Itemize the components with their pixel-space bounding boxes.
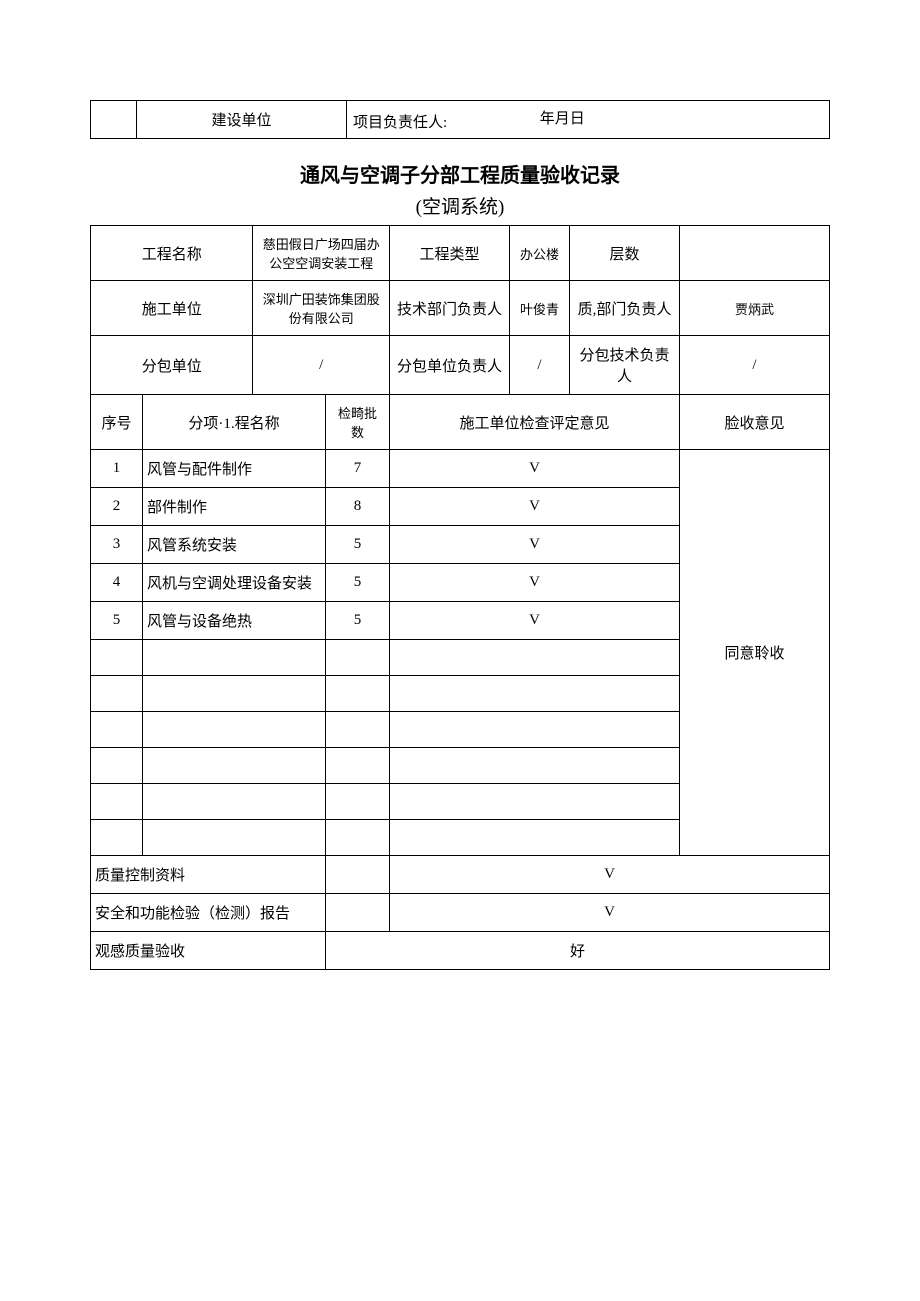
opinion-cell: V <box>390 602 680 640</box>
signature-cell: 项目负责任人: 年月日 <box>347 101 830 139</box>
main-form-table: 工程名称 慈田假日广场四届办公空空调安装工程 工程类型 办公楼 层数 施工单位 … <box>90 225 830 970</box>
project-type-label: 工程类型 <box>390 226 510 281</box>
batch-cell: 5 <box>326 602 390 640</box>
construction-unit-value: 深圳广田装饰集团股份有限公司 <box>253 281 390 336</box>
col-batch: 检畸批数 <box>326 395 390 450</box>
quality-control-label: 质量控制资料 <box>91 856 326 894</box>
tech-head-value: 叶俊青 <box>510 281 570 336</box>
table-row: 1 风管与配件制作 7 V 同意聆收 <box>91 450 830 488</box>
sub-tech-head-value: / <box>680 336 830 395</box>
project-type-value: 办公楼 <box>510 226 570 281</box>
col-item-name: 分项·1.程名称 <box>143 395 326 450</box>
batch-cell: 5 <box>326 526 390 564</box>
seq-cell: 2 <box>91 488 143 526</box>
opinion-cell: V <box>390 450 680 488</box>
qa-head-label: 质,部门负责人 <box>570 281 680 336</box>
visual-quality-value: 好 <box>326 932 830 970</box>
sub-tech-head-label: 分包技术负责人 <box>570 336 680 395</box>
item-name-cell: 风管与设备绝热 <box>143 602 326 640</box>
seq-cell: 1 <box>91 450 143 488</box>
safety-report-row: 安全和功能检验（检测）报告 V <box>91 894 830 932</box>
seq-cell: 4 <box>91 564 143 602</box>
batch-cell: 5 <box>326 564 390 602</box>
sub-unit-label: 分包单位 <box>91 336 253 395</box>
tech-head-label: 技术部门负责人 <box>390 281 510 336</box>
visual-quality-label: 观感质量验收 <box>91 932 326 970</box>
top-signature-table: 建设单位 项目负责任人: 年月日 <box>90 100 830 139</box>
seq-cell: 5 <box>91 602 143 640</box>
sub-unit-head-value: / <box>510 336 570 395</box>
item-name-cell: 风管与配件制作 <box>143 450 326 488</box>
project-name-label: 工程名称 <box>91 226 253 281</box>
doc-title: 通风与空调子分部工程质量验收记录 <box>90 159 830 188</box>
empty-cell <box>326 856 390 894</box>
construction-unit-label: 建设单位 <box>137 101 347 139</box>
sub-unit-head-label: 分包单位负责人 <box>390 336 510 395</box>
visual-quality-row: 观感质量验收 好 <box>91 932 830 970</box>
item-name-cell: 风管系统安装 <box>143 526 326 564</box>
opinion-cell: V <box>390 564 680 602</box>
col-opinion: 施工单位检查评定意见 <box>390 395 680 450</box>
col-accept: 脸收意见 <box>680 395 830 450</box>
doc-subtitle: (空调系统) <box>90 192 830 219</box>
floors-value <box>680 226 830 281</box>
opinion-cell: V <box>390 488 680 526</box>
date-text: 年月日 <box>540 107 585 128</box>
safety-report-label: 安全和功能检验（检测）报告 <box>91 894 326 932</box>
batch-cell: 7 <box>326 450 390 488</box>
accept-merged-cell: 同意聆收 <box>680 450 830 856</box>
item-name-cell: 部件制作 <box>143 488 326 526</box>
construction-unit-hdr: 施工单位 <box>91 281 253 336</box>
qa-head-value: 贾炳武 <box>680 281 830 336</box>
seq-cell: 3 <box>91 526 143 564</box>
top-left-empty <box>91 101 137 139</box>
batch-cell: 8 <box>326 488 390 526</box>
opinion-cell: V <box>390 526 680 564</box>
quality-control-value: V <box>390 856 830 894</box>
floors-label: 层数 <box>570 226 680 281</box>
quality-control-row: 质量控制资料 V <box>91 856 830 894</box>
safety-report-value: V <box>390 894 830 932</box>
project-responsible-label: 项目负责任人: <box>353 111 447 132</box>
col-seq: 序号 <box>91 395 143 450</box>
empty-cell <box>326 894 390 932</box>
sub-unit-value: / <box>253 336 390 395</box>
item-name-cell: 风机与空调处理设备安装 <box>143 564 326 602</box>
project-name-value: 慈田假日广场四届办公空空调安装工程 <box>253 226 390 281</box>
